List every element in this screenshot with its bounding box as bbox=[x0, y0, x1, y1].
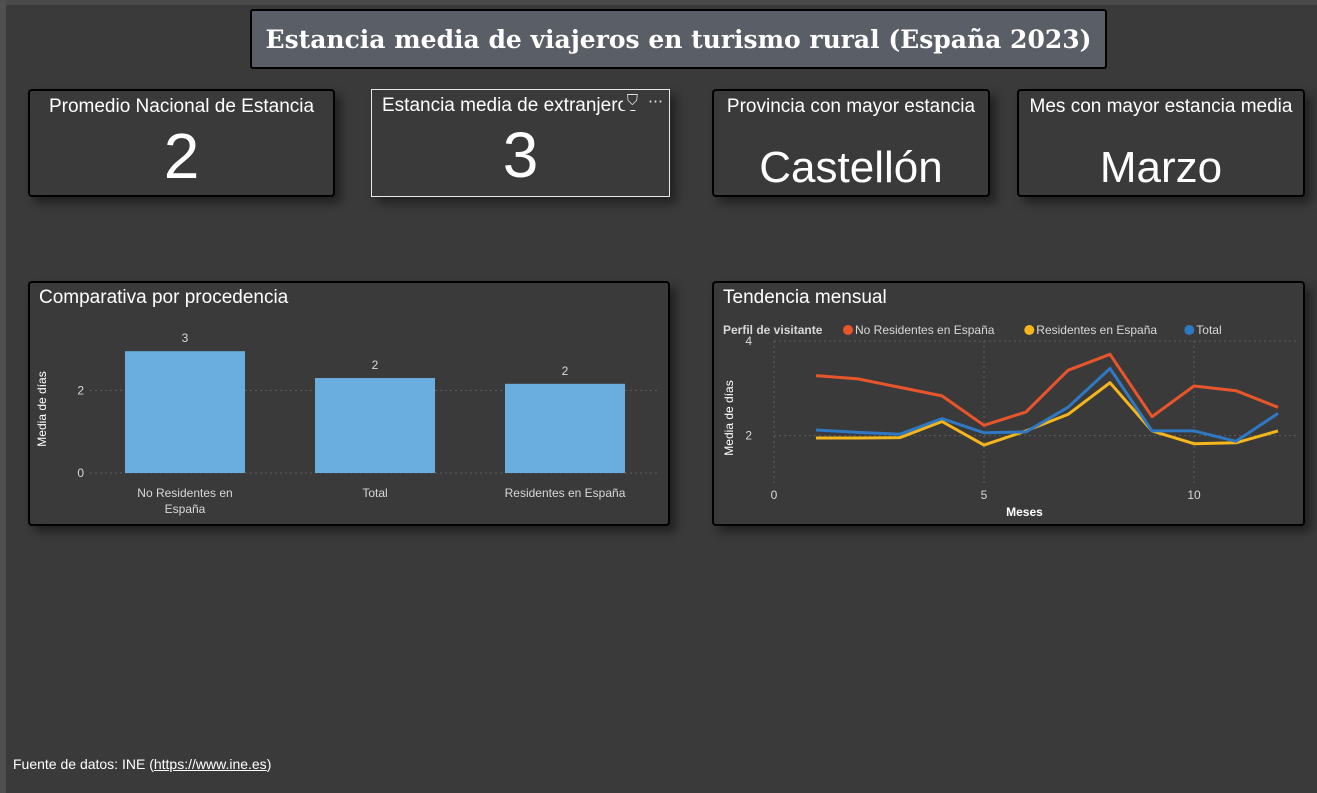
y-axis-label: Media de días bbox=[35, 371, 49, 446]
dashboard-title: Estancia media de viajeros en turismo ru… bbox=[250, 9, 1107, 69]
x-tick-label: Residentes en España bbox=[505, 486, 626, 500]
window-top-edge bbox=[0, 0, 1317, 5]
bar-data-label: 3 bbox=[182, 331, 189, 345]
footer-prefix: Fuente de datos: INE ( bbox=[13, 756, 154, 772]
filter-icon[interactable]: ⛉ bbox=[626, 92, 638, 109]
kpi-value: 3 bbox=[502, 119, 539, 191]
line-chart-card[interactable]: Tendencia mensual Perfil de visitante No … bbox=[712, 281, 1305, 526]
bar bbox=[505, 383, 625, 473]
series-line bbox=[815, 367, 1279, 443]
legend-title: Perfil de visitante bbox=[723, 323, 823, 337]
kpi-card-promedio-nacional[interactable]: Promedio Nacional de Estancia 2 bbox=[28, 89, 335, 197]
x-axis-label: Meses bbox=[1006, 505, 1043, 519]
legend-item: Total bbox=[1196, 323, 1221, 337]
kpi-value: Castellón bbox=[759, 143, 943, 192]
y-tick-label: 2 bbox=[745, 429, 752, 443]
bar bbox=[315, 378, 435, 473]
x-tick-label: 0 bbox=[771, 488, 778, 502]
footer-suffix: ) bbox=[266, 756, 272, 772]
x-tick-label: España bbox=[165, 502, 206, 516]
legend-item: Residentes en España bbox=[1036, 323, 1157, 337]
kpi-card-mes[interactable]: Mes con mayor estancia media Marzo bbox=[1017, 89, 1305, 197]
y-tick-label: 2 bbox=[77, 383, 84, 397]
x-tick-label: Total bbox=[362, 486, 387, 500]
x-tick-label: 10 bbox=[1187, 488, 1201, 502]
bar-chart: 0 2 Media de días 3 No Residentes en España 2 T… bbox=[35, 331, 660, 516]
bar-chart-card[interactable]: Comparativa por procedencia 0 2 Media de d… bbox=[28, 281, 670, 526]
visual-header-icons: ⛉ ⋯ bbox=[622, 92, 667, 110]
bar bbox=[125, 351, 245, 473]
legend-marker bbox=[1184, 325, 1195, 335]
legend-item: No Residentes en España bbox=[855, 323, 995, 337]
ine-link[interactable]: https://www.ine.es bbox=[153, 756, 267, 772]
x-tick-label: No Residentes en bbox=[137, 486, 232, 500]
y-axis-label: Media de días bbox=[722, 380, 736, 455]
line-chart: Perfil de visitante No Residentes en Espa… bbox=[722, 323, 1299, 519]
window-left-edge bbox=[0, 0, 6, 793]
kpi-title: Estancia media de extranjeros bbox=[382, 95, 638, 116]
series-line bbox=[816, 381, 1279, 447]
bar-chart-title: Comparativa por procedencia bbox=[39, 287, 289, 308]
kpi-value: Marzo bbox=[1099, 143, 1223, 192]
kpi-value: 2 bbox=[163, 120, 200, 192]
bar-data-label: 2 bbox=[562, 364, 569, 378]
y-tick-label: 0 bbox=[77, 466, 84, 480]
data-source-footer: Fuente de datos: INE (https://www.ine.es… bbox=[13, 756, 271, 772]
bar-data-label: 2 bbox=[372, 358, 379, 372]
kpi-title: Promedio Nacional de Estancia bbox=[48, 96, 315, 117]
legend-marker bbox=[1024, 325, 1035, 335]
y-tick-label: 4 bbox=[745, 334, 752, 348]
series-line bbox=[815, 352, 1279, 427]
more-options-icon[interactable]: ⋯ bbox=[648, 93, 663, 110]
line-chart-title: Tendencia mensual bbox=[723, 287, 887, 308]
x-tick-label: 5 bbox=[981, 488, 988, 502]
kpi-title: Mes con mayor estancia media bbox=[1029, 96, 1293, 117]
kpi-title: Provincia con mayor estancia bbox=[726, 96, 976, 117]
legend-marker bbox=[843, 325, 853, 335]
kpi-card-estancia-extranjeros[interactable]: Estancia media de extranjeros ⛉ ⋯ 3 bbox=[371, 89, 670, 197]
kpi-card-provincia[interactable]: Provincia con mayor estancia Castellón bbox=[712, 89, 990, 197]
